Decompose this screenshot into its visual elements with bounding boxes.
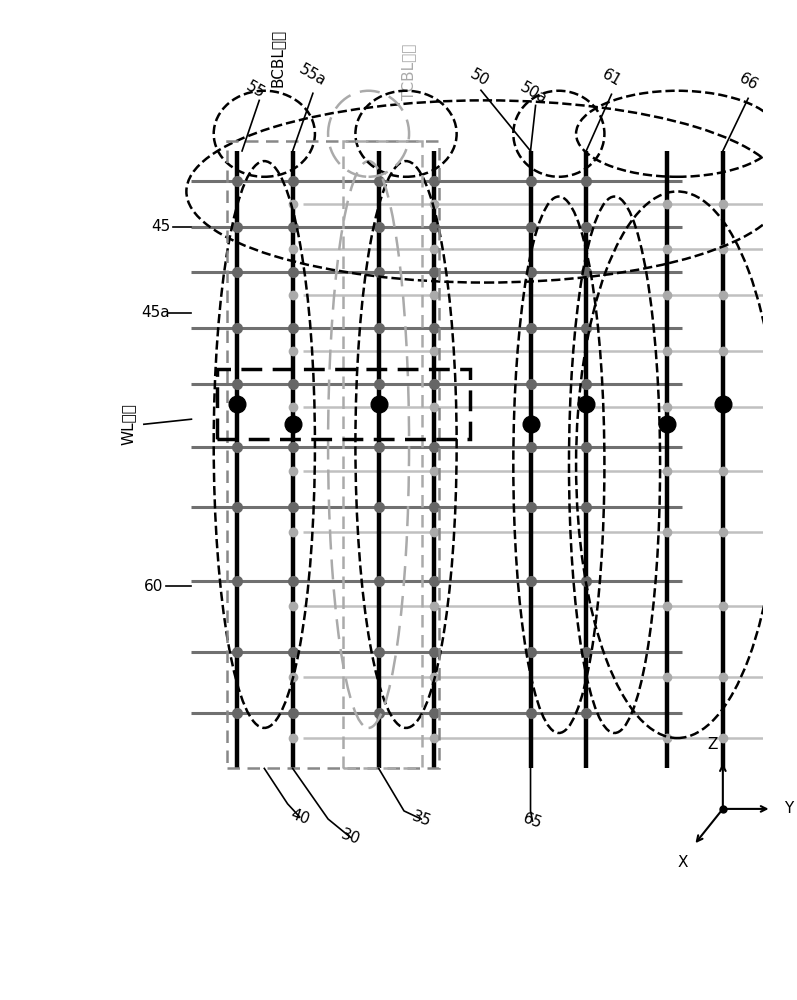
Text: 45: 45 [151, 219, 171, 234]
Text: X: X [678, 855, 689, 870]
Text: 60: 60 [144, 579, 163, 594]
Bar [227, 141, 439, 768]
Text: 50: 50 [468, 67, 492, 89]
Text: Y: Y [783, 801, 793, 816]
Text: 65: 65 [521, 811, 544, 831]
Text: 61: 61 [599, 67, 623, 89]
Text: 35: 35 [410, 809, 433, 829]
Text: Z: Z [708, 737, 718, 752]
Text: WL触点: WL触点 [120, 403, 135, 445]
Text: 66: 66 [736, 71, 760, 94]
Text: BCBL触点: BCBL触点 [270, 29, 285, 87]
Text: 40: 40 [289, 807, 312, 827]
Text: 45a: 45a [142, 305, 171, 320]
Text: 30: 30 [339, 827, 362, 848]
Text: 55: 55 [243, 79, 267, 102]
Text: 50a: 50a [517, 80, 550, 107]
Text: TCBL触点: TCBL触点 [402, 44, 417, 100]
Bar [217, 369, 469, 439]
Bar [344, 141, 422, 768]
Text: 55a: 55a [296, 61, 329, 89]
